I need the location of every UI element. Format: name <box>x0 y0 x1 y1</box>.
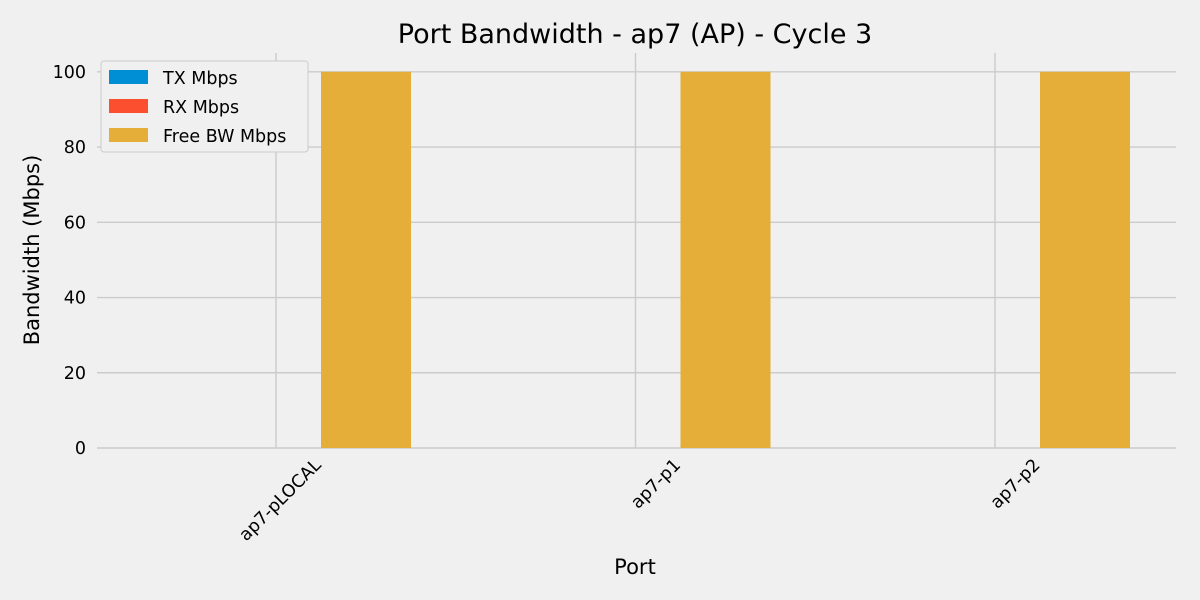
bar-free-bw-mbps-ap7-p2 <box>1040 71 1130 449</box>
grid-lines <box>97 53 1176 449</box>
legend-swatch-rx <box>109 99 148 113</box>
legend-label-free-bw: Free BW Mbps <box>163 127 286 147</box>
legend-label-rx: RX Mbps <box>163 98 239 118</box>
y-tick-label: 100 <box>53 63 86 83</box>
y-axis-ticks: 0 20 40 60 80 100 <box>53 63 86 459</box>
y-tick-label: 40 <box>64 289 86 309</box>
legend-label-tx: TX Mbps <box>162 69 238 89</box>
bar-free-bw-mbps-ap7-p1 <box>680 71 771 449</box>
y-tick-label: 60 <box>64 213 86 233</box>
x-axis-label: Port <box>614 555 656 579</box>
y-tick-label: 0 <box>75 439 86 459</box>
bar-free-bw-mbps-ap7-plocal <box>321 71 411 449</box>
chart-title: Port Bandwidth - ap7 (AP) - Cycle 3 <box>398 19 872 50</box>
legend: TX Mbps RX Mbps Free BW Mbps <box>100 60 309 153</box>
legend-box <box>100 60 309 153</box>
y-tick-label: 80 <box>64 138 86 158</box>
legend-swatch-tx <box>109 70 148 84</box>
y-tick-label: 20 <box>64 364 86 384</box>
y-axis-label: Bandwidth (Mbps) <box>20 155 44 346</box>
legend-swatch-free-bw <box>109 128 148 142</box>
bars <box>321 71 1130 449</box>
